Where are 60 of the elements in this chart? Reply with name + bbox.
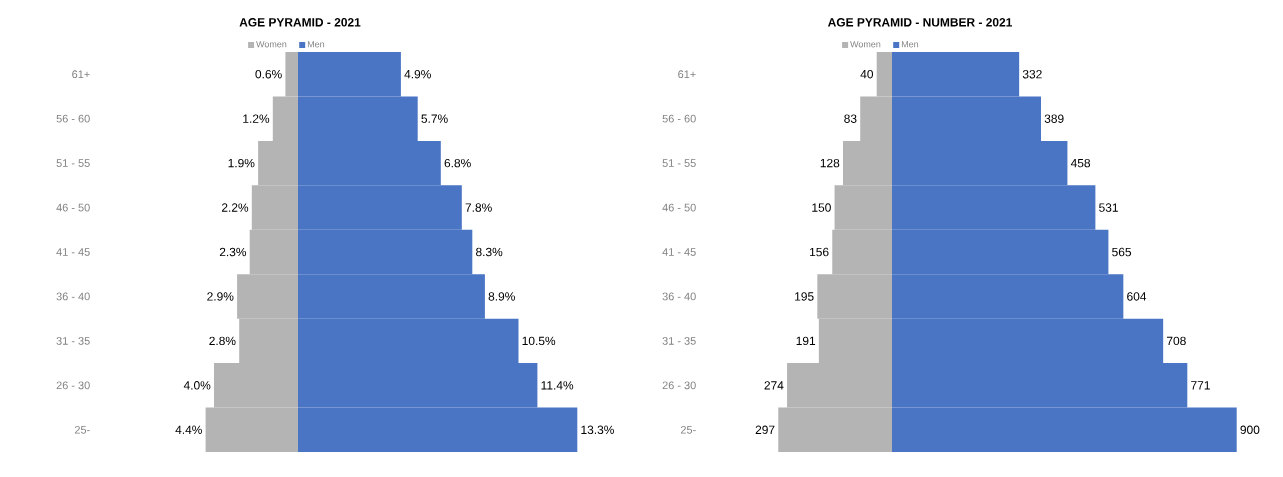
data-label: 565	[1112, 247, 1132, 257]
data-label: 4.4%	[175, 425, 202, 434]
data-label: 708	[1166, 336, 1186, 346]
data-label: 1.9%	[228, 158, 255, 168]
text: AGE PYRAMID - NUMBER - 2021	[827, 18, 1012, 27]
data-label: 8.3%	[476, 247, 503, 257]
data-label: 2.3%	[219, 247, 247, 257]
data-label: 6.8%	[444, 158, 471, 168]
data-label: 11.4%	[541, 381, 574, 390]
y-tick-label: 46 - 50	[56, 203, 90, 212]
data-label: 156	[810, 247, 829, 257]
data-label: 195	[795, 292, 814, 301]
y-tick-label: 26 - 30	[662, 381, 696, 390]
y-tick-label: 25-	[680, 425, 696, 434]
chart-title: AGE PYRAMID - 2021	[239, 18, 361, 27]
y-tick-label: 51 - 55	[56, 159, 90, 167]
legend-label: Men	[307, 41, 325, 48]
data-label: 7.8%	[465, 203, 492, 212]
y-tick-label: 56 - 60	[662, 114, 696, 123]
data-label: 458	[1070, 158, 1091, 168]
data-label: 1.2%	[243, 114, 270, 123]
legend-label: Women	[850, 41, 881, 48]
data-label: 604	[1127, 292, 1147, 301]
data-label: 8.9%	[488, 292, 515, 301]
data-label: 900	[1240, 425, 1260, 435]
data-label: 13.3%	[581, 425, 614, 435]
y-tick-label: 36 - 40	[662, 292, 696, 301]
data-label: 2.9%	[207, 292, 234, 301]
legend-label: Men	[901, 41, 919, 48]
y-tick-label: 56 - 60	[56, 114, 90, 123]
data-label: 0.6%	[255, 70, 282, 79]
data-label: 5.7%	[421, 114, 448, 123]
y-tick-label: 51 - 55	[662, 159, 696, 167]
data-label: 150	[812, 203, 831, 212]
data-label: 332	[1022, 70, 1042, 79]
data-label: 2.8%	[209, 336, 236, 346]
y-tick-label: 26 - 30	[56, 381, 90, 390]
data-label: 531	[1099, 203, 1118, 212]
data-label: 389	[1044, 114, 1064, 123]
legend-label: Women	[256, 41, 287, 48]
y-tick-label: 61+	[678, 70, 696, 79]
y-tick-label: 31 - 35	[662, 337, 696, 345]
y-tick-label: 41 - 45	[662, 248, 696, 256]
y-tick-label: 31 - 35	[56, 337, 90, 345]
data-label: 191	[796, 336, 816, 346]
y-tick-label: 46 - 50	[662, 203, 696, 212]
y-tick-label: 25-	[74, 425, 90, 434]
data-label: 297	[755, 425, 775, 435]
y-tick-label: 36 - 40	[56, 292, 90, 301]
data-label: 83	[844, 114, 857, 123]
y-tick-label: 61+	[72, 70, 90, 79]
y-tick-label: 41 - 45	[56, 248, 90, 256]
data-label: 40	[860, 70, 874, 79]
data-label: 10.5%	[522, 336, 556, 346]
data-label: 4.0%	[183, 381, 211, 390]
data-label: 771	[1191, 381, 1210, 390]
data-label: 2.2%	[221, 203, 249, 212]
data-label: 4.9%	[404, 70, 431, 79]
data-label: 274	[764, 381, 784, 390]
data-label: 128	[820, 158, 840, 168]
